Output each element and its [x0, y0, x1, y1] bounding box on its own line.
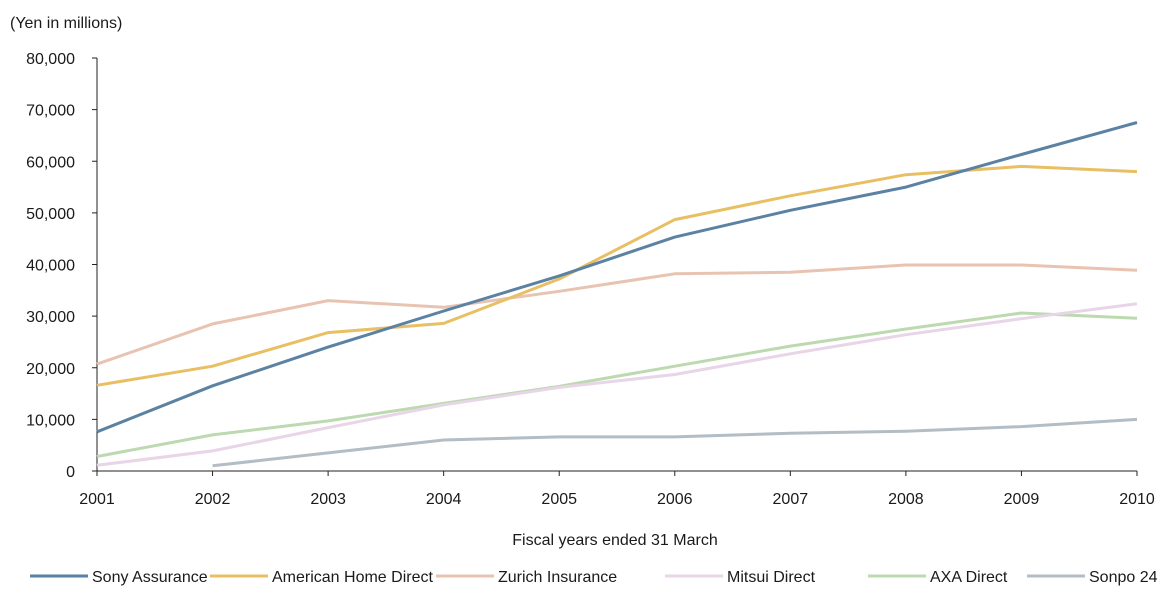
legend-label-sony-assurance: Sony Assurance — [92, 569, 208, 586]
x-axis: 2001 2002 2003 2004 2005 2006 2007 2008 2009 2010 — [79, 470, 1155, 508]
series-line-sonpo-24 — [212, 417, 1138, 468]
x-tick-label: 2006 — [657, 491, 693, 508]
series-line-american-home-direct — [96, 164, 1138, 387]
series-lines — [96, 121, 1138, 468]
y-tick-label: 70,000 — [26, 103, 75, 120]
y-tick-label: 30,000 — [26, 309, 75, 326]
legend-label-mitsui-direct: Mitsui Direct — [727, 569, 816, 586]
x-tick-label: 2004 — [426, 491, 462, 508]
y-unit-label: (Yen in millions) — [10, 15, 122, 32]
x-tick-label: 2001 — [79, 491, 115, 508]
x-tick-label: 2009 — [1004, 491, 1040, 508]
x-tick-label: 2008 — [888, 491, 924, 508]
y-tick-label: 20,000 — [26, 361, 75, 378]
x-axis-title: Fiscal years ended 31 March — [512, 532, 717, 549]
legend-label-axa-direct: AXA Direct — [930, 569, 1008, 586]
x-tick-label: 2005 — [541, 491, 577, 508]
series-line-axa-direct — [96, 311, 1138, 458]
series-line-mitsui-direct — [96, 302, 1138, 467]
y-tick-label: 10,000 — [26, 412, 75, 429]
y-tick-label: 60,000 — [26, 154, 75, 171]
x-tick-label: 2003 — [310, 491, 346, 508]
series-line-zurich-insurance — [96, 263, 1138, 366]
series-line-sony-assurance — [96, 121, 1138, 434]
y-tick-label: 0 — [66, 464, 75, 481]
legend-label-american-home-direct: American Home Direct — [272, 569, 433, 586]
y-tick-label: 40,000 — [26, 258, 75, 275]
y-tick-label: 50,000 — [26, 206, 75, 223]
legend-label-sonpo-24: Sonpo 24 — [1089, 569, 1158, 586]
x-tick-label: 2007 — [773, 491, 809, 508]
y-axis: 0 10,000 20,000 30,000 40,000 50,000 60,000 70,… — [26, 51, 98, 481]
legend-label-zurich-insurance: Zurich Insurance — [498, 569, 617, 586]
y-tick-label: 80,000 — [26, 51, 75, 68]
legend: Sony Assurance American Home Direct Zurich… — [30, 569, 1158, 586]
x-tick-label: 2010 — [1119, 491, 1155, 508]
x-tick-label: 2002 — [195, 491, 231, 508]
